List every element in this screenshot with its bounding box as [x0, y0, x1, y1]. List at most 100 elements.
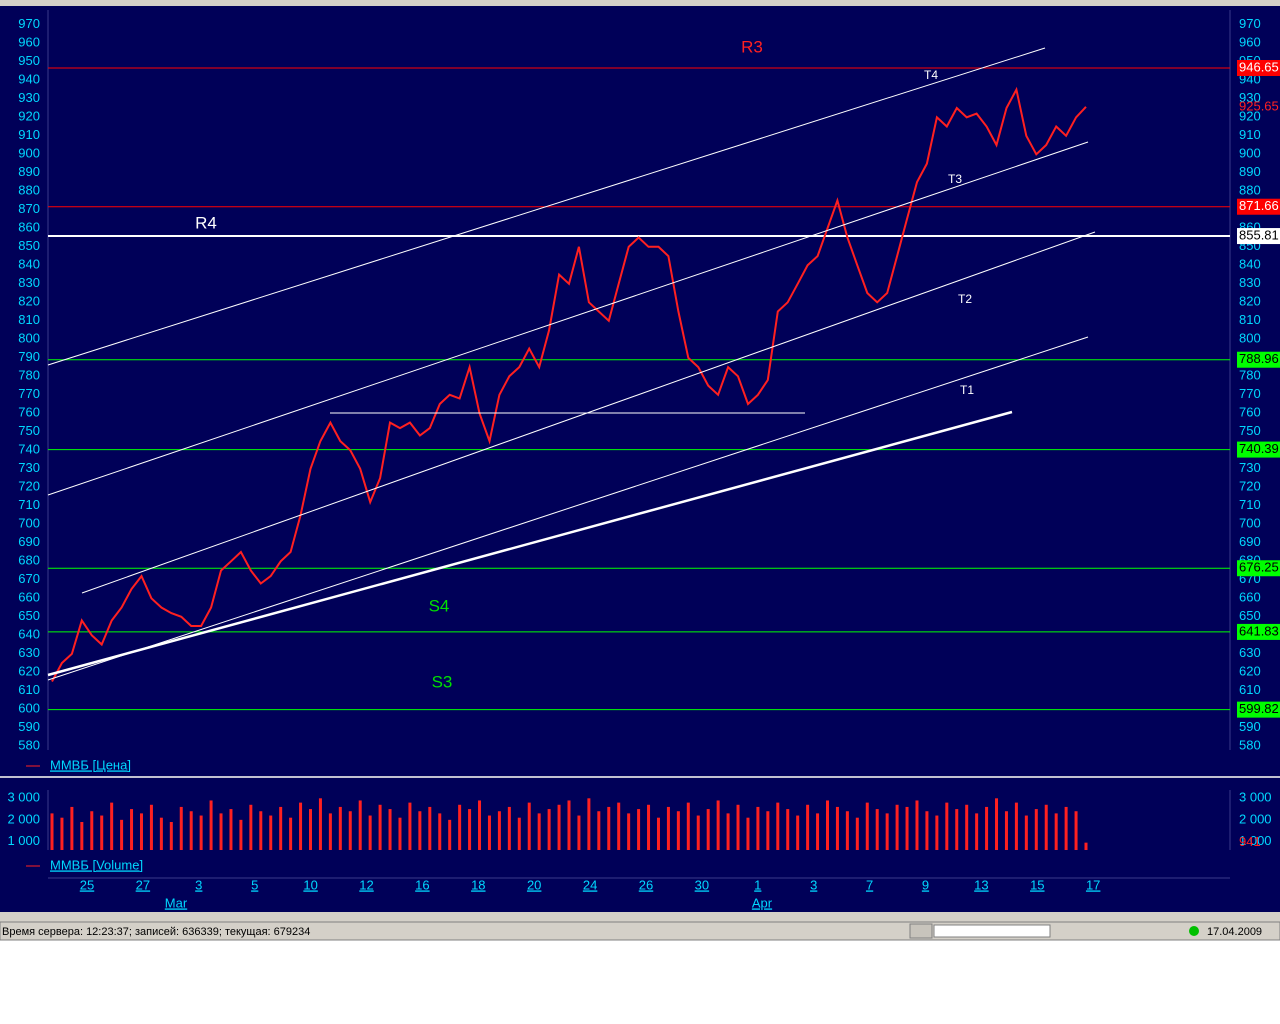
annotation: S4 [429, 596, 450, 615]
x-tick-label: 15 [1030, 877, 1044, 892]
y-tick-label-right: 820 [1239, 294, 1261, 309]
volume-bar [855, 817, 859, 850]
y-tick-label-right: 720 [1239, 479, 1261, 494]
y-tick-label: 880 [18, 183, 40, 198]
volume-bar [199, 815, 203, 850]
volume-bar [786, 809, 790, 850]
volume-bar [1074, 811, 1078, 850]
level-tag [1237, 228, 1280, 245]
volume-bar [348, 811, 352, 850]
volume-bar [776, 802, 780, 850]
y-tick-label-right: 1 000 [1239, 833, 1272, 848]
volume-bar [647, 804, 651, 850]
x-tick-label: 30 [695, 877, 709, 892]
y-tick-label: 630 [18, 645, 40, 660]
volume-bar [547, 809, 551, 850]
volume-bar [130, 809, 134, 850]
legend-label: ММВБ [Volume] [50, 857, 143, 872]
volume-bar [368, 815, 372, 850]
x-tick-label: 20 [527, 877, 541, 892]
volume-bar [428, 806, 432, 850]
volume-bar [537, 813, 541, 850]
y-tick-label: 660 [18, 590, 40, 605]
volume-bar [955, 809, 959, 850]
volume-bar [627, 813, 631, 850]
volume-bar [497, 811, 501, 850]
volume-bar [517, 817, 521, 850]
y-tick-label: 860 [18, 220, 40, 235]
tab-strip [0, 0, 1280, 6]
volume-bar [686, 802, 690, 850]
volume-bar [637, 809, 641, 850]
volume-bar [229, 809, 233, 850]
level-tag [1237, 560, 1280, 577]
volume-bar [676, 811, 680, 850]
x-tick-label: 16 [415, 877, 429, 892]
status-text: Время сервера: 12:23:37; записей: 636339… [2, 926, 310, 938]
y-tick-label: 680 [18, 553, 40, 568]
status-date: 17.04.2009 [1207, 926, 1262, 938]
y-tick-label-right: 840 [1239, 257, 1261, 272]
volume-bar [110, 802, 114, 850]
y-tick-label-right: 580 [1239, 738, 1261, 753]
y-tick-label: 800 [18, 331, 40, 346]
volume-bar [80, 822, 84, 850]
y-tick-label: 1 000 [7, 833, 40, 848]
volume-bar [617, 802, 621, 850]
y-tick-label: 580 [18, 738, 40, 753]
volume-bar [985, 806, 989, 850]
volume-bar [149, 804, 153, 850]
month-label: Mar [165, 895, 188, 910]
x-tick-label: 12 [359, 877, 373, 892]
volume-bar [328, 813, 332, 850]
y-tick-label: 610 [18, 682, 40, 697]
volume-bar [965, 804, 969, 850]
volume-bar [309, 809, 312, 850]
volume-bar [696, 815, 700, 850]
volume-bar [1054, 813, 1058, 850]
annotation: T2 [958, 292, 972, 306]
y-tick-label-right: 770 [1239, 386, 1261, 401]
y-tick-label: 890 [18, 164, 40, 179]
volume-bar [766, 811, 770, 850]
annotation: S3 [432, 672, 453, 691]
x-tick-label: 5 [251, 877, 258, 892]
trend-line [47, 336, 1089, 681]
y-tick-label-right: 750 [1239, 423, 1261, 438]
last-volume-label: 941 [1239, 834, 1261, 849]
volume-bar [1014, 802, 1018, 850]
annotation: T1 [960, 383, 974, 397]
x-tick-label: 9 [922, 877, 929, 892]
volume-bar [189, 811, 193, 850]
volume-bar [289, 817, 293, 850]
volume-bar [865, 802, 869, 850]
volume-bar [259, 811, 263, 850]
trend-lines [47, 47, 1096, 681]
x-tick-label: 1 [754, 877, 761, 892]
y-tick-label: 700 [18, 516, 40, 531]
volume-bar [458, 804, 462, 850]
volume-bar [418, 811, 422, 850]
volume-bar [895, 804, 899, 850]
y-tick-label-right: 920 [1239, 109, 1261, 124]
volume-bar [239, 819, 243, 850]
y-tick-label: 820 [18, 294, 40, 309]
status-icon[interactable] [909, 923, 933, 939]
y-tick-label-right: 700 [1239, 516, 1261, 531]
volume-bar [527, 802, 531, 850]
x-tick-label: 17 [1086, 877, 1100, 892]
volume-bar [398, 817, 402, 850]
volume-bar [408, 802, 412, 850]
y-tick-label: 2 000 [7, 811, 40, 826]
scrollbar[interactable] [0, 912, 1280, 922]
y-tick-label-right: 590 [1239, 719, 1261, 734]
y-tick-label: 850 [18, 238, 40, 253]
y-tick-label: 3 000 [7, 790, 40, 805]
price-line [51, 86, 1087, 682]
y-tick-label: 710 [18, 497, 40, 512]
volume-bar [607, 806, 611, 850]
y-tick-label: 970 [18, 16, 40, 31]
level-tag-label: 946.65 [1239, 59, 1279, 74]
